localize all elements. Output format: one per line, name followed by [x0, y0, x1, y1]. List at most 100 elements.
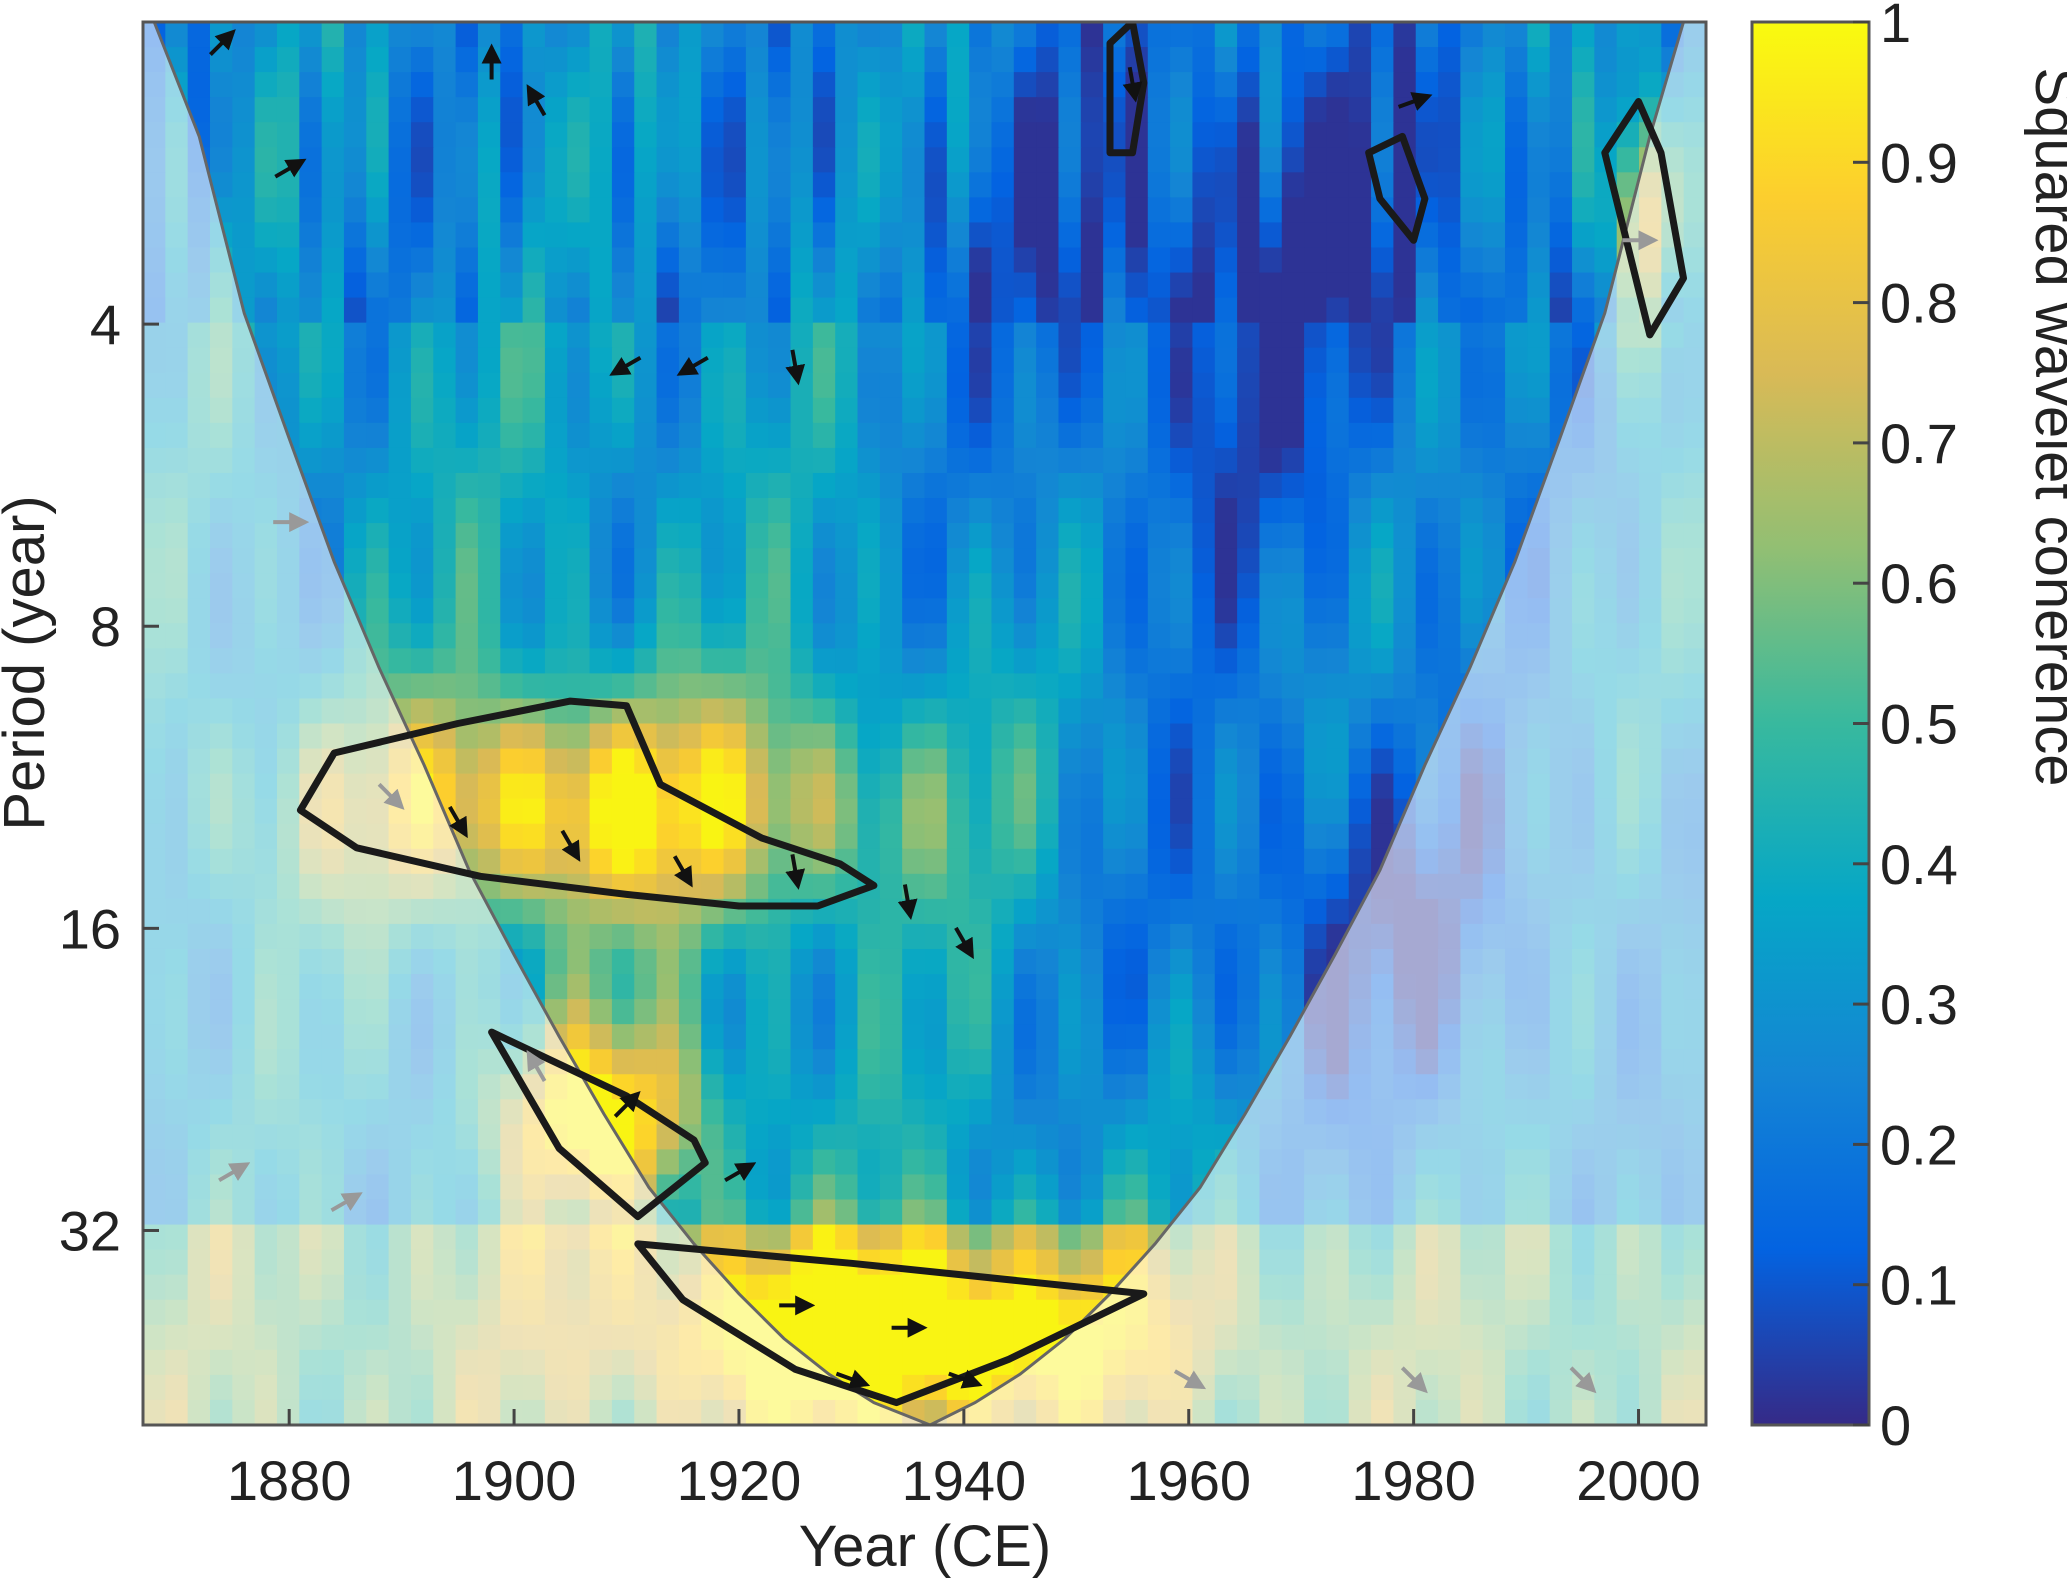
heatmap-cell — [1460, 247, 1484, 274]
heatmap-cell — [1460, 297, 1484, 324]
heatmap-cell — [678, 122, 703, 149]
heatmap-cell — [1125, 272, 1149, 299]
heatmap-cell — [1013, 272, 1037, 299]
heatmap-cell — [790, 598, 814, 625]
heatmap-cell — [1438, 673, 1462, 700]
heatmap-cell — [812, 472, 836, 499]
heatmap-cell — [790, 297, 814, 324]
heatmap-cell — [701, 72, 725, 98]
heatmap-cell — [1080, 573, 1104, 600]
heatmap-cell — [634, 823, 658, 850]
heatmap-cell — [1393, 447, 1417, 474]
heatmap-cell — [366, 272, 390, 299]
heatmap-cell — [500, 773, 524, 800]
heatmap-cell — [745, 748, 769, 775]
heatmap-cell — [433, 573, 457, 600]
heatmap-cell — [924, 1124, 948, 1151]
heatmap-cell — [388, 197, 412, 224]
heatmap-cell — [723, 748, 747, 775]
heatmap-cell — [879, 598, 903, 625]
heatmap-cell — [1237, 247, 1261, 274]
heatmap-cell — [477, 372, 502, 399]
heatmap-cell — [678, 898, 703, 925]
heatmap-cell — [1170, 1049, 1194, 1076]
heatmap-cell — [701, 22, 725, 48]
heatmap-cell — [1036, 372, 1060, 399]
heatmap-cell — [1505, 272, 1529, 299]
heatmap-cell — [1438, 172, 1462, 199]
heatmap-cell — [1393, 748, 1417, 775]
heatmap-cell — [1527, 72, 1551, 98]
heatmap-cell — [812, 623, 836, 650]
heatmap-cell — [745, 147, 769, 174]
heatmap-cell — [879, 1074, 903, 1101]
heatmap-cell — [1549, 247, 1573, 274]
heatmap-cell — [1036, 848, 1060, 875]
heatmap-cell — [723, 573, 747, 600]
heatmap-cell — [611, 322, 636, 349]
heatmap-cell — [768, 573, 792, 600]
heatmap-cell — [812, 122, 836, 149]
heatmap-cell — [1036, 1174, 1060, 1201]
heatmap-cell — [879, 1124, 903, 1151]
heatmap-cell — [1259, 147, 1283, 174]
heatmap-cell — [946, 197, 970, 224]
heatmap-cell — [567, 798, 591, 825]
heatmap-cell — [1326, 197, 1350, 224]
heatmap-cell — [812, 447, 836, 474]
heatmap-cell — [567, 598, 591, 625]
heatmap-cell — [745, 422, 769, 449]
heatmap-cell — [946, 247, 970, 274]
heatmap-cell — [589, 47, 613, 73]
heatmap-cell — [857, 1324, 881, 1351]
heatmap-cell — [1326, 72, 1350, 98]
phase-arrow — [785, 854, 806, 890]
heatmap-cell — [477, 573, 502, 600]
heatmap-cell — [701, 472, 725, 499]
heatmap-cell — [902, 1349, 926, 1376]
heatmap-cell — [745, 723, 769, 750]
heatmap-cell — [299, 247, 323, 274]
heatmap-cell — [902, 447, 926, 474]
heatmap-cell — [1170, 548, 1194, 574]
heatmap-cell — [1281, 573, 1305, 600]
heatmap-cell — [1103, 1224, 1127, 1251]
heatmap-cell — [924, 673, 948, 700]
heatmap-cell — [1281, 197, 1305, 224]
heatmap-cell — [857, 222, 881, 249]
heatmap-cell — [477, 548, 502, 574]
heatmap-cell — [656, 272, 680, 299]
heatmap-cell — [1058, 222, 1082, 249]
heatmap-cell — [1237, 72, 1261, 98]
heatmap-cell — [410, 197, 435, 224]
heatmap-cell — [1393, 72, 1417, 98]
heatmap-cell — [1036, 823, 1060, 850]
heatmap-cell — [589, 773, 613, 800]
phase-arrow — [948, 1369, 983, 1389]
heatmap-cell — [678, 447, 703, 474]
heatmap-cell — [1304, 673, 1328, 700]
heatmap-cell — [589, 72, 613, 98]
heatmap-cell — [276, 172, 301, 199]
heatmap-cell — [879, 122, 903, 149]
heatmap-cell — [321, 122, 345, 149]
heatmap-cell — [656, 1074, 680, 1101]
heatmap-cell — [1304, 47, 1328, 73]
heatmap-cell — [611, 974, 636, 1000]
heatmap-cell — [1192, 673, 1216, 700]
heatmap-cell — [1036, 948, 1060, 975]
heatmap-cell — [1259, 598, 1283, 625]
heatmap-cell — [611, 72, 636, 98]
heatmap-cell — [1572, 147, 1596, 174]
heatmap-cell — [611, 297, 636, 324]
heatmap-cell — [678, 322, 703, 349]
heatmap-cell — [969, 297, 993, 324]
heatmap-cell — [768, 422, 792, 449]
heatmap-cell — [187, 47, 211, 73]
heatmap-cell — [1192, 1124, 1216, 1151]
heatmap-cell — [321, 397, 345, 424]
heatmap-cell — [1103, 172, 1127, 199]
heatmap-cell — [1304, 397, 1328, 424]
heatmap-cell — [1192, 573, 1216, 600]
heatmap-cell — [1036, 1074, 1060, 1101]
